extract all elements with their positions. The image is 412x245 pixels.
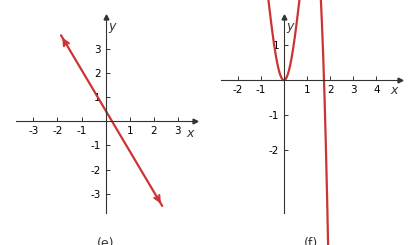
- Text: x: x: [186, 127, 194, 140]
- Text: y: y: [108, 20, 116, 33]
- Text: y: y: [286, 20, 294, 33]
- Text: (e): (e): [97, 237, 115, 245]
- Text: (f): (f): [303, 237, 318, 245]
- Text: x: x: [390, 84, 397, 97]
